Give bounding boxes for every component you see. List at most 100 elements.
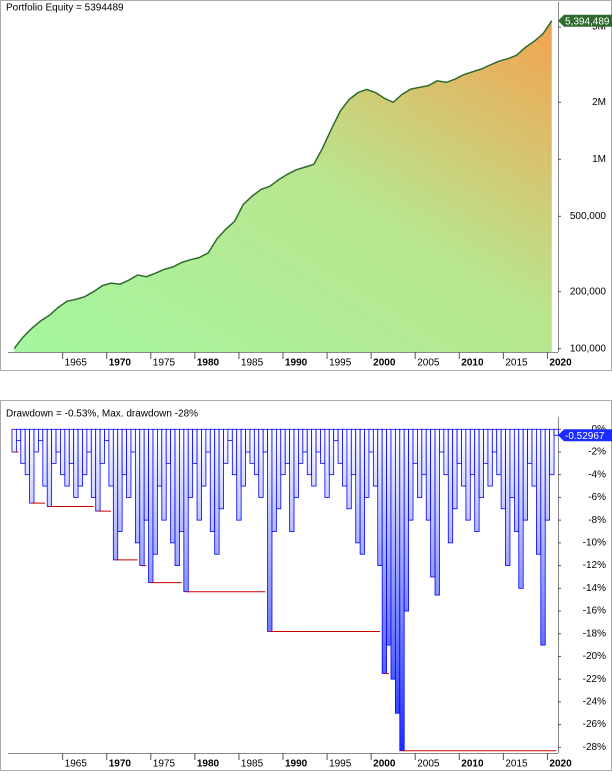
drawdown-bar xyxy=(474,428,480,532)
drawdown-bar xyxy=(350,428,357,476)
drawdown-bar xyxy=(465,428,471,521)
last-value-box xyxy=(558,14,612,27)
x-tick-label: 1965 xyxy=(65,358,88,369)
drawdown-bar xyxy=(201,428,207,487)
drawdown-bar xyxy=(249,428,255,464)
drawdown-bar xyxy=(544,428,551,521)
drawdown-bar xyxy=(130,428,136,453)
drawdown-bar xyxy=(15,428,22,442)
drawdown-bar xyxy=(60,428,66,476)
drawdown-bar xyxy=(549,428,555,476)
drawdown-bar xyxy=(24,428,30,476)
drawdown-bar xyxy=(328,428,335,476)
drawdown-bar xyxy=(491,428,498,453)
drawdown-bar xyxy=(439,428,445,453)
drawdown-bar xyxy=(183,428,189,593)
y-tick-label: 2M xyxy=(592,97,606,108)
drawdown-bar xyxy=(298,428,304,464)
y-tick-label: -12% xyxy=(583,560,606,571)
drawdown-bar xyxy=(324,428,330,498)
drawdown-bar xyxy=(527,428,533,464)
drawdown-bar xyxy=(245,428,251,453)
drawdown-bar xyxy=(46,428,53,507)
drawdown-bar xyxy=(355,428,361,544)
drawdown-bar xyxy=(403,428,410,612)
x-tick-label: 1985 xyxy=(241,358,264,369)
drawdown-bar xyxy=(205,428,211,453)
drawdown-bar xyxy=(223,428,229,464)
y-tick-label: -2% xyxy=(588,447,606,458)
drawdown-bar xyxy=(165,428,172,464)
y-tick-label: -8% xyxy=(588,515,606,526)
drawdown-bar xyxy=(51,428,57,464)
drawdown-bar xyxy=(421,428,427,476)
drawdown-bar xyxy=(280,428,286,476)
drawdown-bar xyxy=(231,428,238,476)
drawdown-bar xyxy=(117,428,123,532)
drawdown-bar xyxy=(447,428,454,544)
drawdown-bar xyxy=(509,428,515,498)
drawdown-bar xyxy=(20,428,26,464)
y-tick-label: -28% xyxy=(583,742,606,753)
max-drawdown-line xyxy=(14,451,557,752)
drawdown-bar xyxy=(381,428,387,674)
drawdown-bar xyxy=(95,428,101,512)
drawdown-bar xyxy=(196,428,202,521)
x-tick-label: 1970 xyxy=(109,358,132,369)
drawdown-bar xyxy=(284,428,291,464)
x-tick-label: 1970 xyxy=(109,759,132,770)
x-tick-label: 1990 xyxy=(285,358,308,369)
drawdown-bar xyxy=(293,428,299,498)
drawdown-bar xyxy=(390,428,396,680)
x-tick-label: 2005 xyxy=(417,759,440,770)
drawdown-bar xyxy=(540,428,546,646)
x-tick-label: 2010 xyxy=(461,759,484,770)
drawdown-bar xyxy=(320,428,326,464)
drawdown-bar xyxy=(456,428,462,464)
drawdown-bar xyxy=(412,428,418,464)
drawdown-bar xyxy=(170,428,176,544)
drawdown-bar xyxy=(359,428,365,555)
drawdown-bar xyxy=(289,428,295,532)
x-tick-label: 1975 xyxy=(153,759,176,770)
drawdown-bar xyxy=(192,428,198,464)
y-tick-label: -24% xyxy=(583,697,606,708)
drawdown-bar xyxy=(346,428,352,510)
drawdown-bar xyxy=(372,428,379,487)
x-tick-label: 2000 xyxy=(373,759,396,770)
drawdown-bar xyxy=(425,428,432,521)
drawdown-bar xyxy=(82,428,88,476)
drawdown-bar xyxy=(522,428,528,521)
y-tick-label: -10% xyxy=(583,538,606,549)
drawdown-bar xyxy=(64,428,70,487)
drawdown-bar xyxy=(430,428,436,578)
drawdown-bar xyxy=(487,428,493,487)
x-tick-label: 2020 xyxy=(549,759,572,770)
equity-area xyxy=(14,20,552,352)
drawdown-bar xyxy=(73,428,79,498)
y-tick-label: -22% xyxy=(583,674,606,685)
drawdown-bar xyxy=(461,428,467,487)
drawdown-bar xyxy=(302,428,308,453)
drawdown-bar xyxy=(156,428,163,487)
drawdown-bar xyxy=(275,428,282,510)
drawdown-bar xyxy=(262,428,268,453)
x-tick-label: 2015 xyxy=(505,358,528,369)
y-tick-label: 5M xyxy=(592,22,606,33)
y-tick-label: -26% xyxy=(583,719,606,730)
drawdown-bar xyxy=(68,428,75,464)
drawdown-bar xyxy=(483,428,489,464)
x-tick-label: 2010 xyxy=(461,358,484,369)
drawdown-bar xyxy=(126,428,132,498)
equity-line xyxy=(13,20,553,350)
drawdown-bar xyxy=(315,428,321,453)
last-value-label: -0.52967 xyxy=(565,431,605,442)
drawdown-bar xyxy=(333,428,339,442)
drawdown-bar xyxy=(394,428,401,714)
x-tick-label: 1975 xyxy=(153,358,176,369)
drawdown-bar xyxy=(452,428,458,510)
drawdown-bar xyxy=(267,428,273,632)
x-tick-label: 2015 xyxy=(505,759,528,770)
drawdown-bar xyxy=(121,428,127,476)
x-tick-label: 1985 xyxy=(241,759,264,770)
